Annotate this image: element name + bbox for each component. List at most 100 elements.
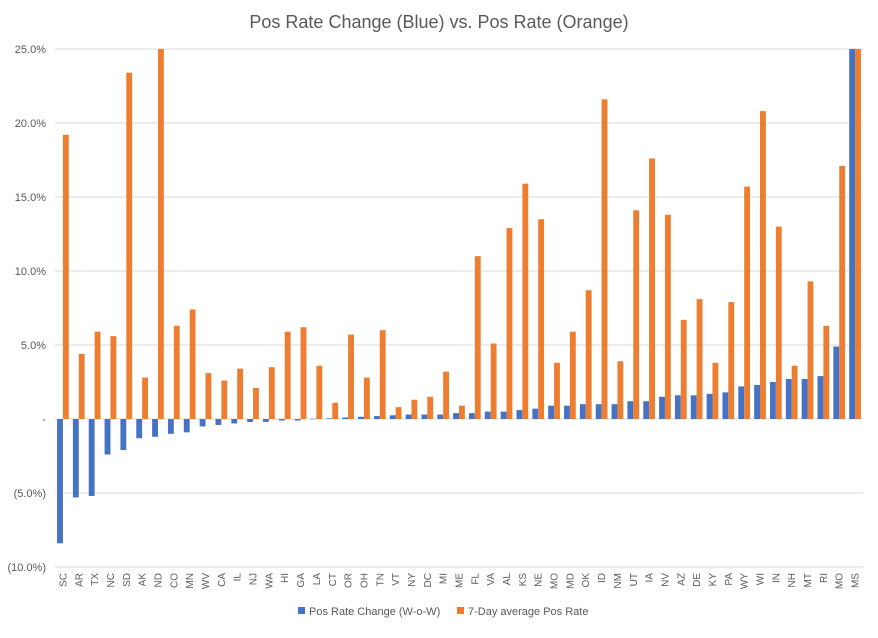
bar-pos-rate-change bbox=[833, 346, 840, 419]
x-tick-label: NE bbox=[534, 573, 545, 587]
bar-avg-pos-rate bbox=[791, 365, 798, 419]
bar-pos-rate-change bbox=[770, 382, 776, 419]
bar-avg-pos-rate bbox=[173, 325, 180, 419]
bar-pos-rate-change bbox=[579, 404, 586, 419]
bar-avg-pos-rate bbox=[680, 319, 687, 419]
y-tick-label: 25.0% bbox=[15, 44, 46, 56]
y-tick-label: (10.0%) bbox=[7, 562, 46, 574]
x-tick-label: CT bbox=[328, 573, 339, 586]
bar-avg-pos-rate bbox=[601, 99, 608, 419]
bar-avg-pos-rate bbox=[760, 111, 766, 419]
legend-swatch-pos-rate-change bbox=[298, 607, 305, 614]
bar-avg-pos-rate bbox=[221, 380, 228, 419]
bar-avg-pos-rate bbox=[300, 327, 307, 419]
x-tick-label: SD bbox=[122, 573, 133, 587]
y-tick-label: 10.0% bbox=[15, 266, 46, 278]
bar-avg-pos-rate bbox=[633, 210, 640, 419]
x-tick-label: ID bbox=[597, 573, 608, 583]
bar-pos-rate-change bbox=[310, 418, 317, 420]
bar-pos-rate-change bbox=[373, 416, 380, 419]
bar-avg-pos-rate bbox=[839, 165, 846, 419]
x-tick-label: AK bbox=[138, 573, 149, 587]
bar-pos-rate-change bbox=[817, 376, 824, 419]
x-tick-label: DC bbox=[423, 573, 434, 587]
x-tick-label: IA bbox=[645, 573, 656, 583]
x-tick-label: MS bbox=[851, 573, 862, 588]
bar-pos-rate-change bbox=[437, 414, 444, 419]
bar-pos-rate-change bbox=[247, 419, 254, 422]
bar-pos-rate-change bbox=[500, 411, 507, 419]
y-axis-tick-labels: 25.0% 20.0% 15.0% 10.0% 5.0% - (5.0%) (10.0%) bbox=[7, 44, 46, 574]
bar-avg-pos-rate bbox=[126, 72, 133, 420]
x-tick-label: MO bbox=[835, 573, 846, 589]
x-tick-label: MT bbox=[803, 573, 814, 587]
x-tick-label: KY bbox=[708, 573, 719, 587]
y-tick-label: 20.0% bbox=[15, 118, 46, 130]
bar-avg-pos-rate bbox=[284, 331, 291, 419]
x-tick-label: WY bbox=[740, 573, 751, 589]
bar-avg-pos-rate bbox=[427, 396, 434, 419]
bar-avg-pos-rate bbox=[569, 331, 576, 419]
bar-avg-pos-rate bbox=[506, 228, 513, 419]
x-tick-label: IN bbox=[771, 573, 782, 583]
bar-avg-pos-rate bbox=[538, 219, 545, 419]
bars bbox=[57, 49, 861, 544]
bar-pos-rate-change bbox=[627, 401, 634, 419]
bar-avg-pos-rate bbox=[363, 377, 370, 419]
bar-avg-pos-rate bbox=[474, 256, 481, 419]
bar-pos-rate-change bbox=[294, 419, 301, 421]
bar-avg-pos-rate bbox=[649, 158, 655, 419]
bar-pos-rate-change bbox=[421, 414, 428, 419]
bar-avg-pos-rate bbox=[823, 325, 830, 419]
bar-pos-rate-change bbox=[754, 384, 761, 419]
bar-pos-rate-change bbox=[611, 404, 618, 419]
x-tick-label: KS bbox=[518, 573, 529, 587]
bar-avg-pos-rate bbox=[237, 368, 244, 419]
bar-avg-pos-rate bbox=[110, 336, 117, 419]
bar-avg-pos-rate bbox=[205, 373, 212, 419]
legend: Pos Rate Change (W-o-W) 7-Day average Po… bbox=[298, 606, 588, 618]
bar-pos-rate-change bbox=[72, 419, 79, 498]
legend-swatch-avg-pos-rate bbox=[457, 607, 464, 614]
bar-pos-rate-change bbox=[405, 414, 412, 419]
x-tick-label: NJ bbox=[249, 573, 260, 585]
bar-pos-rate-change bbox=[389, 415, 396, 419]
x-tick-label: MD bbox=[565, 573, 576, 589]
y-tick-label: 5.0% bbox=[21, 340, 46, 352]
bar-pos-rate-change bbox=[674, 395, 681, 419]
bar-pos-rate-change bbox=[88, 419, 95, 496]
bar-avg-pos-rate bbox=[744, 186, 751, 419]
bar-pos-rate-change bbox=[167, 419, 174, 434]
y-tick-label: 15.0% bbox=[15, 192, 46, 204]
x-tick-label: NY bbox=[407, 573, 418, 587]
x-tick-label: MI bbox=[439, 573, 450, 584]
legend-label-pos-rate-change: Pos Rate Change (W-o-W) bbox=[309, 606, 440, 618]
x-tick-label: FL bbox=[470, 573, 481, 585]
bar-pos-rate-change bbox=[57, 419, 63, 544]
bar-avg-pos-rate bbox=[253, 387, 259, 419]
bar-avg-pos-rate bbox=[554, 362, 560, 419]
x-tick-label: WA bbox=[264, 573, 275, 589]
x-axis-tick-labels: SC AR TX NC SD AK ND CO MN WV CA IL NJ WA HI GA LA CT OR OH… bbox=[58, 573, 861, 590]
bar-pos-rate-change bbox=[326, 418, 333, 419]
bar-pos-rate-change bbox=[548, 405, 555, 419]
bar-pos-rate-change bbox=[215, 419, 222, 425]
x-tick-label: CA bbox=[217, 573, 228, 587]
bar-pos-rate-change bbox=[231, 419, 238, 424]
bar-pos-rate-change bbox=[104, 419, 111, 455]
bar-pos-rate-change bbox=[453, 413, 459, 419]
x-tick-label: ND bbox=[153, 573, 164, 587]
x-tick-label: NC bbox=[106, 573, 117, 587]
bar-pos-rate-change bbox=[849, 49, 856, 419]
x-tick-label: UT bbox=[629, 573, 640, 586]
bar-pos-rate-change bbox=[468, 413, 475, 419]
bar-avg-pos-rate bbox=[348, 334, 354, 419]
bar-pos-rate-change bbox=[199, 419, 206, 427]
bar-pos-rate-change bbox=[532, 408, 539, 419]
legend-label-avg-pos-rate: 7-Day average Pos Rate bbox=[468, 606, 588, 618]
bar-avg-pos-rate bbox=[664, 214, 671, 419]
bar-avg-pos-rate bbox=[62, 134, 69, 419]
bar-avg-pos-rate bbox=[728, 302, 735, 419]
bar-avg-pos-rate bbox=[696, 299, 703, 419]
